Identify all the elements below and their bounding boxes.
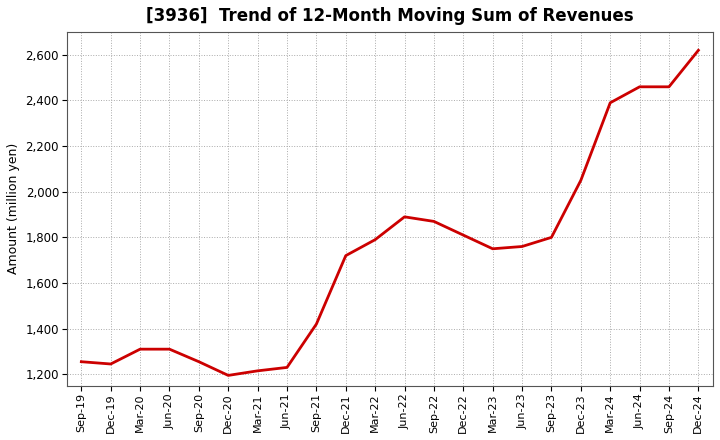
Y-axis label: Amount (million yen): Amount (million yen) [7, 143, 20, 275]
Title: [3936]  Trend of 12-Month Moving Sum of Revenues: [3936] Trend of 12-Month Moving Sum of R… [146, 7, 634, 25]
